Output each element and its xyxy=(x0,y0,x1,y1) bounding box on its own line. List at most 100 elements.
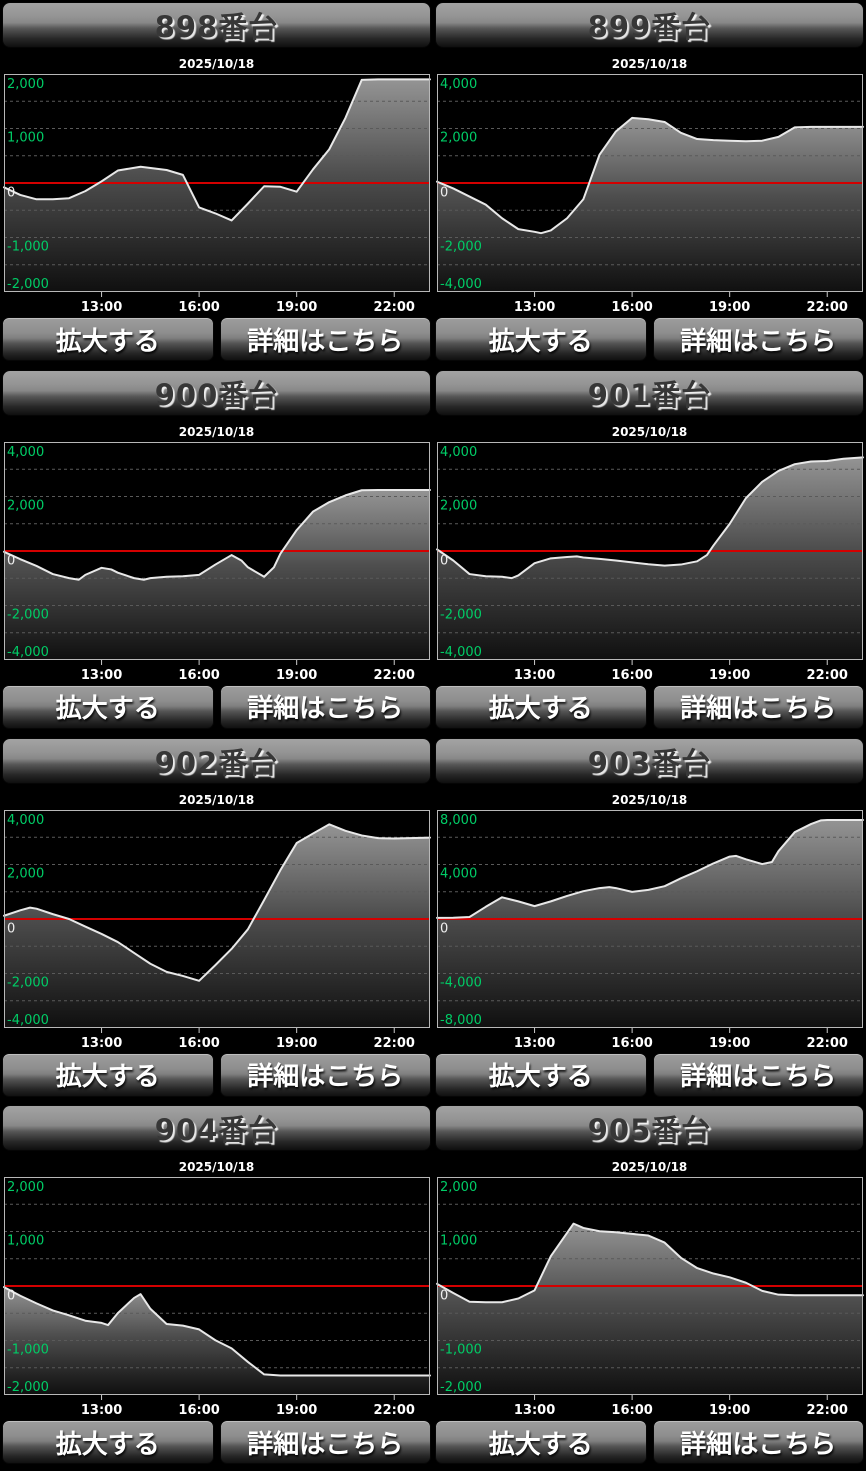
svg-text:19:00: 19:00 xyxy=(276,668,317,683)
svg-text:8,000: 8,000 xyxy=(440,813,477,828)
daily-slump-chart: 13:00 16:00 19:00 22:00 4,000 2,000 0 -2,000 -4,… xyxy=(3,441,431,683)
graph-date-label: 2025/10/18 xyxy=(178,792,255,807)
svg-text:2,000: 2,000 xyxy=(7,77,44,92)
machine-title: 901番台 xyxy=(587,377,712,412)
enlarge-button[interactable]: 拡大する xyxy=(435,1420,647,1465)
svg-text:22:00: 22:00 xyxy=(807,300,848,315)
machine-title-bar: 899番台 xyxy=(435,2,864,48)
machine-panel-900: 900番台 2025/10/18 13:00 16:00 19:00 22:00 4,0… xyxy=(0,368,433,736)
svg-text:2,000: 2,000 xyxy=(440,498,477,513)
machine-title: 898番台 xyxy=(154,10,279,44)
svg-text:4,000: 4,000 xyxy=(7,445,44,460)
svg-text:4,000: 4,000 xyxy=(7,813,44,828)
svg-text:19:00: 19:00 xyxy=(709,1036,750,1051)
svg-text:2,000: 2,000 xyxy=(7,1180,44,1195)
svg-text:13:00: 13:00 xyxy=(514,1403,555,1418)
daily-slump-chart: 13:00 16:00 19:00 22:00 4,000 2,000 0 -2,000 -4,… xyxy=(3,809,431,1051)
svg-text:-2,000: -2,000 xyxy=(7,975,49,990)
svg-text:13:00: 13:00 xyxy=(81,1403,122,1418)
daily-slump-chart: 13:00 16:00 19:00 22:00 2,000 1,000 0 -1,000 -2,… xyxy=(3,74,431,315)
daily-slump-chart: 13:00 16:00 19:00 22:00 8,000 4,000 0 -4,000 -8,… xyxy=(436,809,864,1051)
machine-title-bar: 900番台 xyxy=(2,369,431,416)
panel-buttons: 拡大する 詳細はこちら xyxy=(2,684,431,729)
svg-text:-2,000: -2,000 xyxy=(7,277,49,292)
machine-title-bar: 901番台 xyxy=(435,369,864,416)
svg-text:16:00: 16:00 xyxy=(611,300,652,315)
svg-text:-1,000: -1,000 xyxy=(7,1343,49,1358)
enlarge-button[interactable]: 拡大する xyxy=(2,1420,214,1465)
machine-panel-899: 899番台 2025/10/18 13:00 16:00 19:00 22:00 4,0… xyxy=(433,0,866,368)
enlarge-button[interactable]: 拡大する xyxy=(435,1052,647,1097)
svg-text:13:00: 13:00 xyxy=(514,668,555,683)
svg-text:19:00: 19:00 xyxy=(709,668,750,683)
svg-text:-2,000: -2,000 xyxy=(7,607,49,622)
svg-text:2,000: 2,000 xyxy=(440,131,477,146)
svg-text:1,000: 1,000 xyxy=(7,131,44,146)
svg-text:13:00: 13:00 xyxy=(81,300,122,315)
machine-panel-901: 901番台 2025/10/18 13:00 16:00 19:00 22:00 4,0… xyxy=(433,368,866,736)
svg-text:1,000: 1,000 xyxy=(7,1234,44,1249)
graph-date-label: 2025/10/18 xyxy=(611,424,688,439)
details-button[interactable]: 詳細はこちら xyxy=(652,1052,864,1097)
svg-text:22:00: 22:00 xyxy=(374,300,415,315)
svg-text:0: 0 xyxy=(7,1289,15,1304)
panel-buttons: 拡大する 詳細はこちら xyxy=(2,317,431,361)
svg-text:-2,000: -2,000 xyxy=(440,240,482,255)
machine-title: 900番台 xyxy=(154,377,279,412)
svg-text:-2,000: -2,000 xyxy=(7,1380,49,1395)
machine-title: 905番台 xyxy=(587,1113,712,1148)
graph-date-label: 2025/10/18 xyxy=(178,424,255,439)
svg-text:13:00: 13:00 xyxy=(514,300,555,315)
svg-text:19:00: 19:00 xyxy=(276,1036,317,1051)
machine-panel-902: 902番台 2025/10/18 13:00 16:00 19:00 22:00 4,0… xyxy=(0,736,433,1104)
svg-text:-2,000: -2,000 xyxy=(440,607,482,622)
details-button[interactable]: 詳細はこちら xyxy=(219,317,431,361)
svg-text:4,000: 4,000 xyxy=(440,866,477,881)
svg-text:16:00: 16:00 xyxy=(611,1036,652,1051)
panel-buttons: 拡大する 詳細はこちら xyxy=(435,1052,864,1097)
enlarge-button[interactable]: 拡大する xyxy=(2,317,214,361)
svg-text:19:00: 19:00 xyxy=(709,1403,750,1418)
details-button[interactable]: 詳細はこちら xyxy=(219,1420,431,1465)
svg-text:-1,000: -1,000 xyxy=(7,240,49,255)
details-button[interactable]: 詳細はこちら xyxy=(219,1052,431,1097)
svg-text:0: 0 xyxy=(440,921,448,936)
graph-date-label: 2025/10/18 xyxy=(611,1160,688,1175)
svg-text:0: 0 xyxy=(7,186,15,201)
svg-text:16:00: 16:00 xyxy=(178,300,219,315)
details-button[interactable]: 詳細はこちら xyxy=(219,684,431,729)
svg-text:22:00: 22:00 xyxy=(374,668,415,683)
graph-date-label: 2025/10/18 xyxy=(178,1160,255,1175)
machine-panel-898: 898番台 2025/10/18 13:00 16:00 19:00 22:00 2,0… xyxy=(0,0,433,368)
svg-text:0: 0 xyxy=(7,921,15,936)
svg-text:0: 0 xyxy=(7,553,15,568)
svg-text:0: 0 xyxy=(440,553,448,568)
machine-title-bar: 898番台 xyxy=(2,2,431,48)
panel-buttons: 拡大する 詳細はこちら xyxy=(2,1420,431,1465)
machine-title: 904番台 xyxy=(154,1113,279,1148)
svg-text:22:00: 22:00 xyxy=(374,1036,415,1051)
daily-slump-chart: 13:00 16:00 19:00 22:00 2,000 1,000 0 -1,000 -2,… xyxy=(3,1177,431,1418)
enlarge-button[interactable]: 拡大する xyxy=(2,684,214,729)
enlarge-button[interactable]: 拡大する xyxy=(435,317,647,361)
svg-text:22:00: 22:00 xyxy=(807,1403,848,1418)
svg-text:2,000: 2,000 xyxy=(440,1180,477,1195)
details-button[interactable]: 詳細はこちら xyxy=(652,1420,864,1465)
enlarge-button[interactable]: 拡大する xyxy=(2,1052,214,1097)
machine-panel-905: 905番台 2025/10/18 13:00 16:00 19:00 22:00 2,0… xyxy=(433,1103,866,1471)
svg-text:13:00: 13:00 xyxy=(81,668,122,683)
svg-text:2,000: 2,000 xyxy=(7,866,44,881)
details-button[interactable]: 詳細はこちら xyxy=(652,317,864,361)
svg-text:16:00: 16:00 xyxy=(611,1403,652,1418)
svg-text:-4,000: -4,000 xyxy=(7,1013,49,1028)
svg-text:-8,000: -8,000 xyxy=(440,1013,482,1028)
machine-panel-904: 904番台 2025/10/18 13:00 16:00 19:00 22:00 2,0… xyxy=(0,1103,433,1471)
svg-text:2,000: 2,000 xyxy=(7,498,44,513)
daily-slump-chart: 13:00 16:00 19:00 22:00 4,000 2,000 0 -2,000 -4,… xyxy=(436,441,864,683)
graph-date-label: 2025/10/18 xyxy=(611,57,688,71)
svg-text:16:00: 16:00 xyxy=(178,668,219,683)
svg-text:-1,000: -1,000 xyxy=(440,1343,482,1358)
details-button[interactable]: 詳細はこちら xyxy=(652,684,864,729)
enlarge-button[interactable]: 拡大する xyxy=(435,684,647,729)
